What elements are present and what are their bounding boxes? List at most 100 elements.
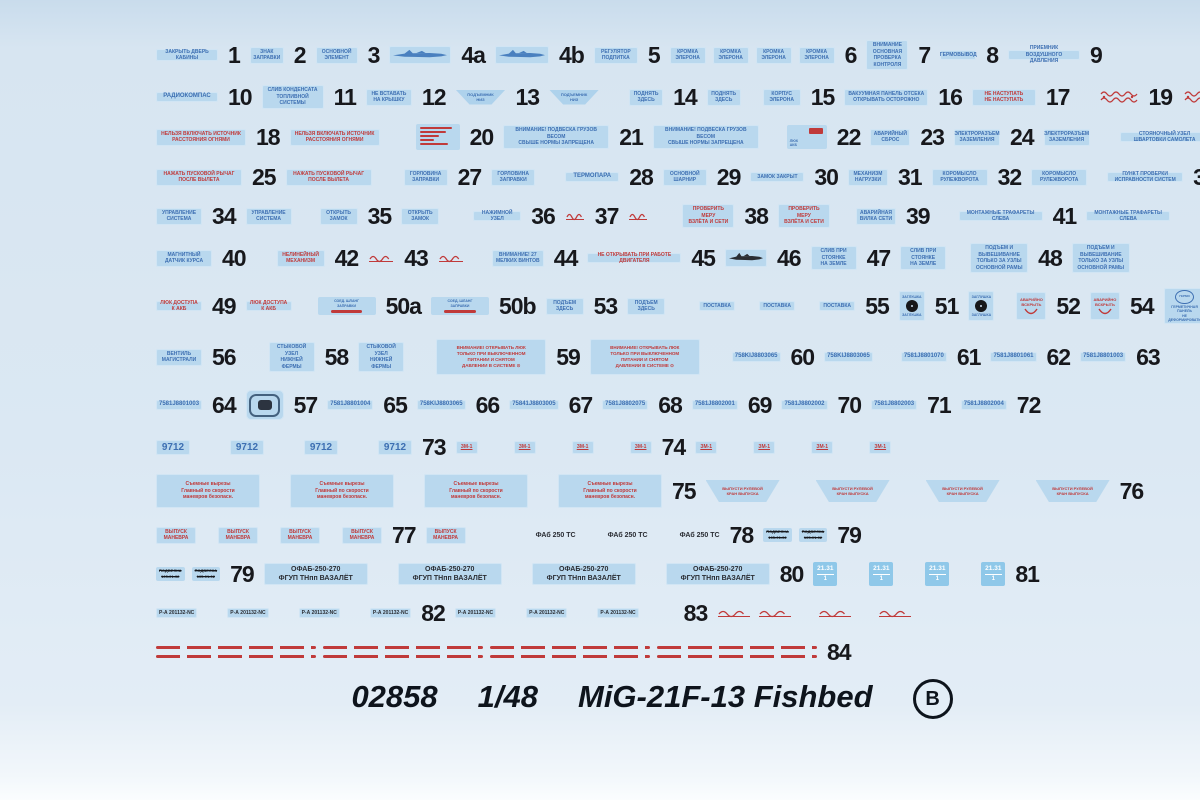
decal-chip: 9712 xyxy=(230,439,264,455)
decal-chip: СЛИВ КОНДЕНСАТА ТОПЛИВНОЙ СИСТЕМЫ xyxy=(261,85,324,109)
strip-line: 105-01-02 xyxy=(803,534,823,540)
box-bottom-number: 1 xyxy=(991,576,995,583)
dashed-line xyxy=(156,646,316,649)
decal-chip: ЗАМОК ЗАКРЫТ xyxy=(750,172,805,182)
decal-number: 3 xyxy=(367,41,381,68)
flag-marking-decal: ЛЮК АКБ xyxy=(786,125,827,149)
decal-number: 59 xyxy=(556,343,581,370)
decal-chip: НЕЛЬЗЯ ВКЛЮЧАТЬ ИСТОЧНИК РАССТОЯНИЯ ОГНЯ… xyxy=(156,128,246,146)
decal-chip: ГОРЛОВИНА ЗАПРАВКИ xyxy=(491,168,536,186)
decal-row: Съемные вырезы Главный по скорости манев… xyxy=(156,474,1148,508)
red-squiggle-decal xyxy=(717,608,751,618)
decal-chip: Р-А 201132-NC xyxy=(369,608,412,618)
spacer xyxy=(844,574,862,575)
kit-title: MiG-21F-13 Fishbed xyxy=(578,679,873,714)
red-bar xyxy=(419,131,446,133)
box-divider xyxy=(984,573,1002,575)
black-port-dot xyxy=(905,300,918,312)
spacer xyxy=(265,535,273,536)
stepped-text-decal xyxy=(415,124,460,150)
decal-chip: 7581J8801004 xyxy=(327,400,374,410)
decal-chip: СТОЯНОЧНЫЙ УЗЕЛ ШВАРТОВКИ САМОЛЕТА xyxy=(1119,131,1200,143)
decal-row: ВЕНТИЛЬ МАГИСТРАЛИ 56 СТЫКОВОЙ УЗЕЛ НИЖНЕЙ… xyxy=(156,339,1161,375)
decal-chip: ПОДНЯТЬ ЗДЕСЬ xyxy=(629,88,664,106)
spacer xyxy=(1097,137,1113,138)
spacer xyxy=(246,357,262,358)
decal-number: 43 xyxy=(404,244,429,271)
red-dashed-walkway-decal xyxy=(490,646,650,658)
decal-chip: ВЫПУСК МАНЕВРА xyxy=(156,526,196,544)
decal-chip: ПОДНЯТЬ ЗДЕСЬ xyxy=(706,88,741,106)
decal-number: 29 xyxy=(716,163,742,190)
red-squiggle-decal xyxy=(878,608,912,618)
decal-number: 50b xyxy=(498,292,537,319)
decal-number: 5 xyxy=(647,41,661,68)
red-hose-bar xyxy=(331,309,363,313)
decal-chip: 758KIJ8803065 xyxy=(416,400,466,410)
decal-row: НЕЛЬЗЯ ВКЛЮЧАТЬ ИСТОЧНИК РАССТОЯНИЯ ОГНЯ… xyxy=(156,123,1200,150)
decal-number: 74 xyxy=(661,433,687,460)
red-label-text: ЗМ-1 xyxy=(700,443,713,450)
spacer xyxy=(583,535,601,536)
hatch-outline-decal xyxy=(245,390,284,420)
aircraft-silhouette-decal xyxy=(724,249,767,267)
decal-number: 24 xyxy=(1009,123,1035,150)
decal-chip: 758KIJ8803065 xyxy=(824,352,873,362)
decal-chip: НЕ ОТКРЫВАТЬ ПРИ РАБОТЕ ДВИГАТЕЛЯ xyxy=(587,252,682,264)
strip-line: 105-01-02 xyxy=(196,573,215,579)
decal-chip: МАГНИТНЫЙ ДАТЧИК КУРСА xyxy=(156,249,212,267)
box-top-number: 21.31 xyxy=(985,564,1002,572)
dashed-line xyxy=(323,655,483,658)
red-hose-bar xyxy=(444,309,476,313)
decal-chip: 7581J8801070 xyxy=(900,352,947,362)
decal-chip: НАЖАТЬ ПУСКОВОЙ РЫЧАГ ПОСЛЕ ВЫЛЕТА xyxy=(156,168,242,186)
ornate-scroll-decal xyxy=(1098,89,1138,105)
decal-row: НАЖАТЬ ПУСКОВОЙ РЫЧАГ ПОСЛЕ ВЫЛЕТА 25 НАЖА… xyxy=(156,163,1200,190)
kit-number: 02858 xyxy=(351,679,438,714)
trapezoid-warning-decal: ВЫПУСТИ РУЛЕВОЙ КРАН ВЫПУСКА xyxy=(705,480,780,502)
decal-chip: ПОСТАВКА xyxy=(819,301,856,311)
black-text-strip-decal: ПОДВЕСКА 105-01-02 xyxy=(191,567,221,581)
decal-number: 19 xyxy=(1148,83,1173,110)
decal-number: 38 xyxy=(744,202,769,229)
red-squiggle-decal xyxy=(818,608,852,618)
trapezoid-warning-decal: ВЫПУСТИ РУЛЕВОЙ КРАН ВЫПУСКА xyxy=(815,480,890,502)
decal-chip: УПРАВЛЕНИЕ СИСТЕМА xyxy=(245,207,292,225)
decal-number: 56 xyxy=(212,343,237,370)
spacer xyxy=(707,357,725,358)
decal-number: 2 xyxy=(293,41,307,68)
decal-chip: 758KIJ8803065 xyxy=(731,352,781,362)
spacer xyxy=(766,137,780,138)
spacer xyxy=(411,357,429,358)
decal-chip: Съемные вырезы Главный по скорости манев… xyxy=(424,474,528,508)
spacer xyxy=(299,306,311,307)
kit-scale: 1/48 xyxy=(477,679,538,714)
spacer xyxy=(782,447,804,448)
decal-number: 50a xyxy=(385,292,422,319)
decal-chip: ОТКРЫТЬ ЗАМОК xyxy=(319,207,358,225)
decal-chip: 7581J8802002 xyxy=(781,400,828,410)
red-bar xyxy=(419,135,440,137)
decal-number: 10 xyxy=(228,83,253,110)
decal-chip: ПУНКТ ПРОВЕРКИ ИСПРАВНОСТИ СИСТЕМ xyxy=(1107,171,1184,183)
decal-row: 84 xyxy=(156,640,1148,664)
spacer xyxy=(799,613,811,614)
decal-number: 15 xyxy=(810,83,836,110)
decal-chip: ОТКРЫТЬ ЗАМОК xyxy=(401,207,440,225)
decal-chip: ВЫПУСК МАНЕВРА xyxy=(218,526,258,544)
decal-chip: НЕЛИНЕЙНЫЙ МЕХАНИЗМ xyxy=(276,249,325,267)
decal-row: Р-А 201132-NC Р-А 201132-NC Р-А 201132-NC Р… xyxy=(156,601,1148,625)
decal-chip: КОРОМЫСЛО РУЛЕЖВОРОТА xyxy=(1031,168,1088,186)
decal-chip: ЗАКРЫТЬ ДВЕРЬ КАБИНЫ xyxy=(156,49,218,61)
decal-chip: ЗНАК ЗАПРАВКИ xyxy=(249,46,284,64)
spacer xyxy=(1001,306,1009,307)
decal-number: 57 xyxy=(293,391,319,418)
decal-number: 46 xyxy=(776,244,802,271)
decal-chip: СТЫКОВОЙ УЗЕЛ НИЖНЕЙ ФЕРМЫ xyxy=(358,342,405,372)
decal-number: 41 xyxy=(1052,202,1078,229)
red-label-text: ЗМ-1 xyxy=(576,443,589,450)
flag-label: ЛЮК АКБ xyxy=(789,138,798,147)
decal-row: РАДИОКОМПАС 10 СЛИВ КОНДЕНСАТА ТОПЛИВНОЙ С… xyxy=(156,83,1200,110)
emblem-label: ГЕРМЕТИЧНАЯ ПАНЕЛЬ НЕ ДЕФОРМИРОВАТЬ xyxy=(1168,305,1200,322)
decal-chip: Р-А 201132-NC xyxy=(526,608,568,618)
